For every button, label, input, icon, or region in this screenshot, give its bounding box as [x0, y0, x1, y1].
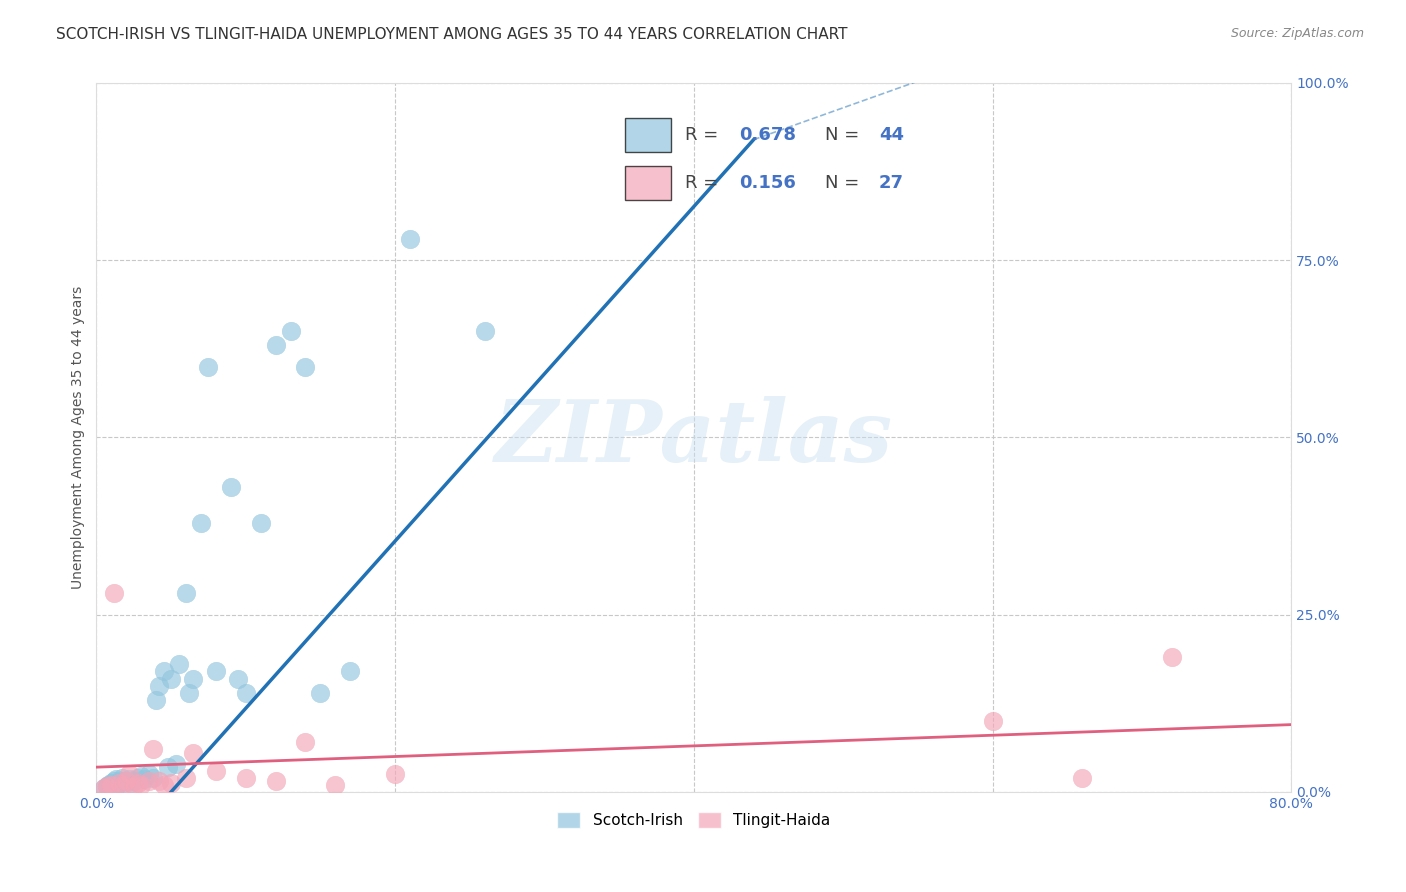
Point [183, 672, 205, 686]
Point [105, 778, 128, 792]
Point [152, 778, 174, 792]
Point [118, 767, 141, 781]
Point [107, 776, 129, 790]
Point [100, 776, 122, 790]
Point [219, 480, 242, 494]
Point [96, 779, 118, 793]
Point [399, 232, 422, 246]
Point [280, 324, 302, 338]
Point [384, 767, 406, 781]
Point [205, 764, 228, 778]
Point [125, 771, 148, 785]
Point [112, 778, 135, 792]
Point [115, 774, 138, 789]
Point [112, 776, 135, 790]
Point [129, 778, 152, 792]
Point [122, 774, 145, 789]
Point [160, 776, 183, 790]
Point [103, 774, 125, 789]
Point [145, 693, 167, 707]
Point [157, 760, 180, 774]
Point [474, 324, 496, 338]
Point [122, 779, 145, 793]
Point [294, 359, 316, 374]
Point [107, 776, 129, 790]
Point [93, 781, 115, 796]
Point [134, 772, 156, 787]
Point [104, 772, 127, 787]
Point [118, 772, 141, 787]
Point [1071, 771, 1094, 785]
Point [981, 714, 1004, 728]
Point [148, 679, 170, 693]
Point [148, 774, 170, 789]
Point [339, 665, 361, 679]
Point [197, 359, 219, 374]
Point [111, 771, 134, 785]
Point [174, 771, 197, 785]
Point [174, 586, 197, 600]
Point [235, 771, 257, 785]
Point [309, 686, 332, 700]
Point [165, 756, 187, 771]
Text: SCOTCH-IRISH VS TLINGIT-HAIDA UNEMPLOYMENT AMONG AGES 35 TO 44 YEARS CORRELATION: SCOTCH-IRISH VS TLINGIT-HAIDA UNEMPLOYME… [56, 27, 848, 42]
Point [249, 516, 271, 530]
Point [110, 773, 132, 788]
Point [96, 779, 118, 793]
Text: Source: ZipAtlas.com: Source: ZipAtlas.com [1230, 27, 1364, 40]
Point [138, 767, 160, 781]
Point [127, 776, 149, 790]
Point [235, 686, 257, 700]
Point [325, 778, 347, 792]
Point [103, 586, 125, 600]
Point [129, 769, 152, 783]
Point [190, 516, 212, 530]
Point [167, 657, 190, 672]
Point [142, 742, 165, 756]
Point [177, 686, 200, 700]
Legend: Scotch-Irish, Tlingit-Haida: Scotch-Irish, Tlingit-Haida [551, 805, 837, 834]
Point [100, 778, 122, 792]
Point [205, 665, 228, 679]
Point [120, 776, 142, 790]
Text: ZIPatlas: ZIPatlas [495, 396, 893, 479]
Point [264, 338, 287, 352]
Point [138, 774, 160, 789]
Point [183, 746, 205, 760]
Point [264, 774, 287, 789]
Point [294, 735, 316, 749]
Point [93, 781, 115, 796]
Y-axis label: Unemployment Among Ages 35 to 44 years: Unemployment Among Ages 35 to 44 years [72, 285, 86, 589]
Point [142, 771, 165, 785]
Point [97, 778, 120, 792]
Point [115, 774, 138, 789]
Point [160, 672, 183, 686]
Point [226, 672, 249, 686]
Point [152, 665, 174, 679]
Point [1160, 650, 1182, 665]
